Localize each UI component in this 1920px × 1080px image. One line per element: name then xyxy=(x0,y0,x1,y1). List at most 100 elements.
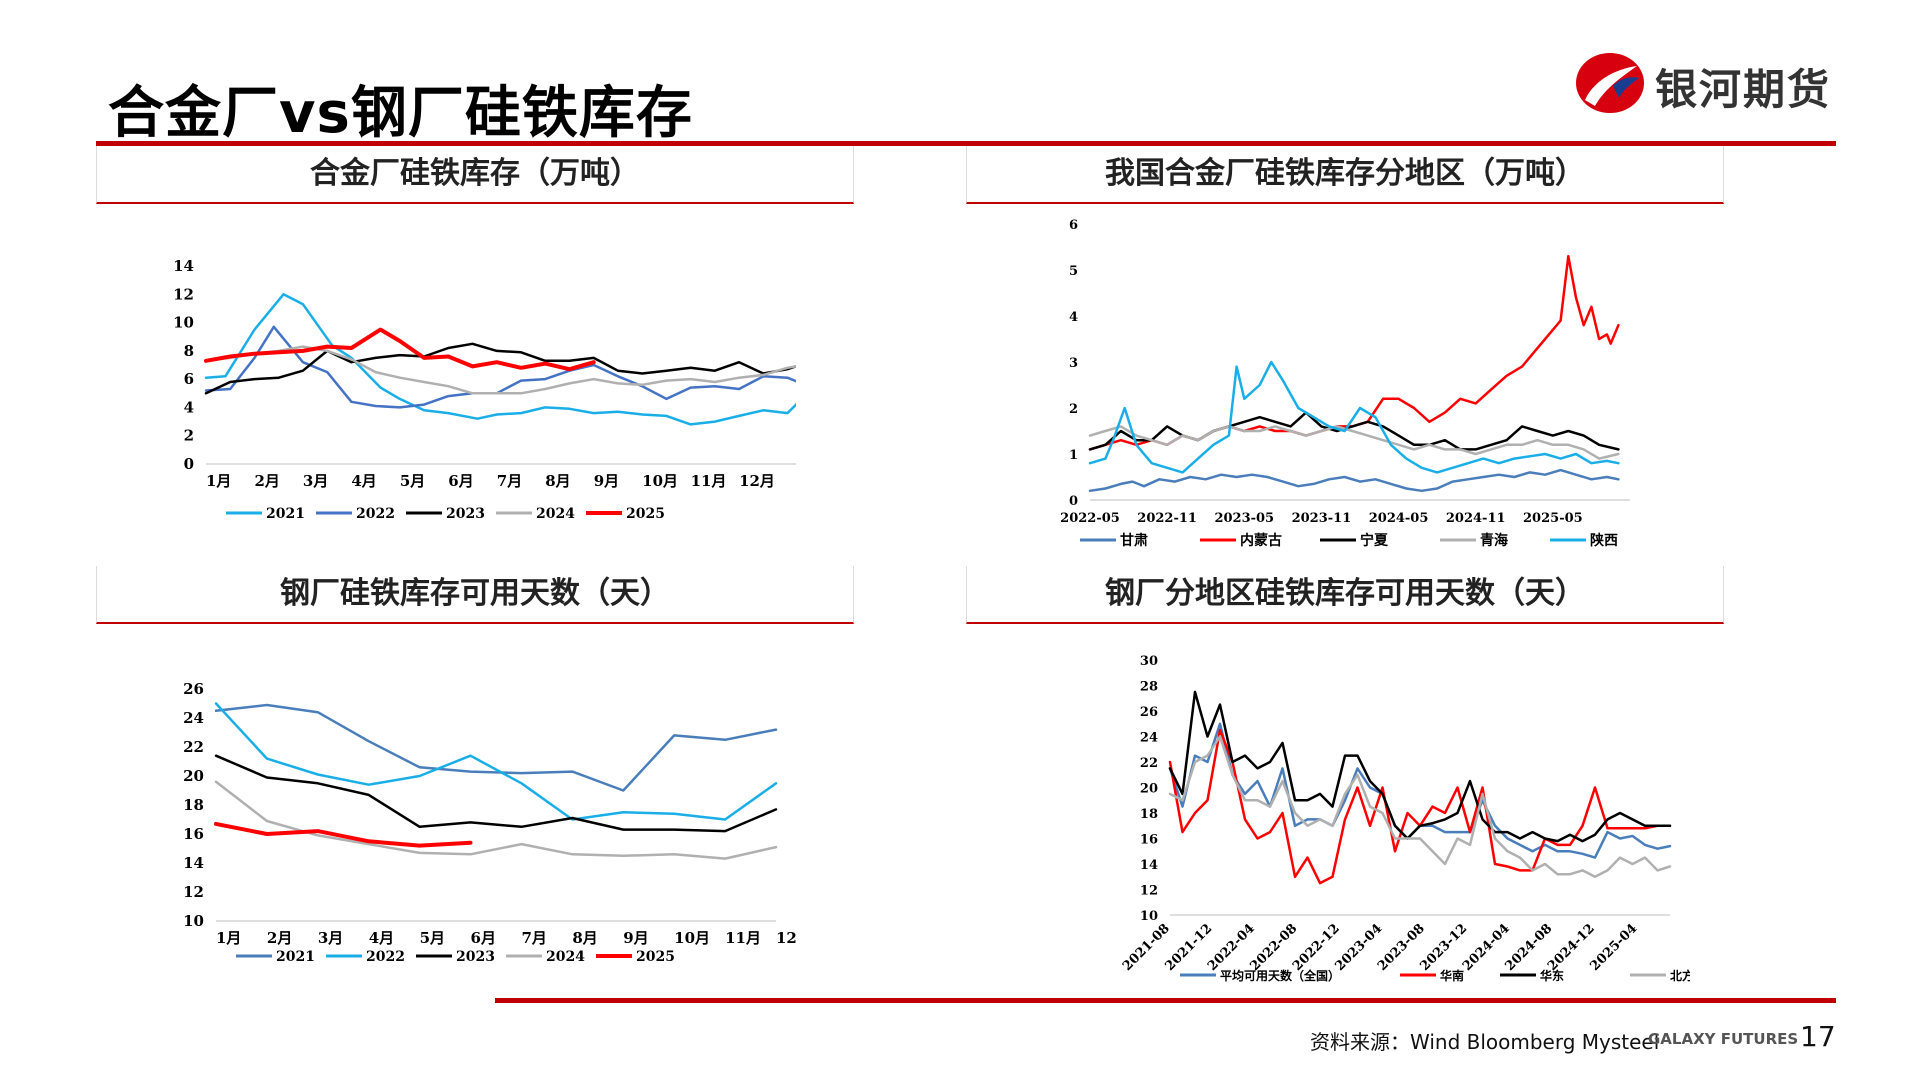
x-tick-label: 2023-05 xyxy=(1214,511,1274,526)
title-underline xyxy=(96,141,1836,146)
y-tick-label: 4 xyxy=(1069,310,1078,325)
x-tick-label: 2月 xyxy=(267,929,292,947)
legend-label: 2024 xyxy=(536,506,575,522)
y-tick-label: 2 xyxy=(184,427,194,445)
series-line-2021 xyxy=(214,703,778,792)
x-tick-label: 11月 xyxy=(691,472,727,490)
x-tick-label: 10月 xyxy=(642,472,678,490)
x-tick-label: 6月 xyxy=(471,929,496,947)
x-tick-label: 3月 xyxy=(318,929,343,947)
y-tick-label: 30 xyxy=(1140,654,1158,669)
y-tick-label: 20 xyxy=(183,767,204,785)
x-tick-label: 7月 xyxy=(521,929,546,947)
series-line-2021 xyxy=(204,293,796,426)
y-tick-label: 0 xyxy=(184,455,194,473)
x-tick-label: 2023-11 xyxy=(1292,511,1352,526)
y-tick-label: 16 xyxy=(1140,833,1158,848)
x-tick-label: 7月 xyxy=(497,472,522,490)
series-line-青海 xyxy=(1088,425,1620,460)
legend-label: 青海 xyxy=(1480,532,1508,549)
legend-label: 2023 xyxy=(456,949,495,965)
series-line-宁夏 xyxy=(1088,411,1620,451)
source-note: 资料来源：Wind Bloomberg Mysteel xyxy=(1310,1030,1660,1054)
y-tick-label: 24 xyxy=(183,709,204,727)
x-tick-label: 2024-05 xyxy=(1369,511,1429,526)
y-tick-label: 14 xyxy=(1140,858,1158,873)
x-tick-label: 2022-11 xyxy=(1137,511,1197,526)
x-tick-label: 1月 xyxy=(206,472,231,490)
series-line-甘肃 xyxy=(1088,468,1620,493)
legend-label: 内蒙古 xyxy=(1240,532,1282,549)
y-tick-label: 10 xyxy=(183,912,204,930)
x-tick-label: 6月 xyxy=(448,472,473,490)
x-tick-label: 8月 xyxy=(545,472,570,490)
legend-label: 2025 xyxy=(636,949,675,965)
series-line-2022 xyxy=(204,325,796,409)
y-tick-label: 28 xyxy=(1140,680,1158,695)
page-title: 合金厂vs钢厂硅铁库存 xyxy=(108,81,693,146)
series-line-2023 xyxy=(204,342,796,395)
legend-label: 华东 xyxy=(1540,968,1564,983)
x-tick-label: 5月 xyxy=(400,472,425,490)
legend-label: 2023 xyxy=(446,506,485,522)
x-tick-label: 12月 xyxy=(776,929,796,947)
y-tick-label: 22 xyxy=(1140,756,1158,771)
y-tick-label: 12 xyxy=(183,883,204,901)
y-tick-label: 2 xyxy=(1069,402,1078,417)
y-tick-label: 16 xyxy=(183,825,204,843)
legend-label: 2025 xyxy=(626,506,665,522)
series-line-2022 xyxy=(214,702,778,821)
panel-title-4: 钢厂分地区硅铁库存可用天数（天） xyxy=(966,566,1724,624)
x-tick-label: 9月 xyxy=(594,472,619,490)
y-tick-label: 0 xyxy=(1069,494,1078,509)
series-line-2025 xyxy=(214,821,473,848)
legend-label: 甘肃 xyxy=(1120,532,1148,549)
y-tick-label: 14 xyxy=(173,257,194,275)
legend-label: 2022 xyxy=(366,949,405,965)
y-tick-label: 22 xyxy=(183,738,204,756)
x-tick-label: 9月 xyxy=(623,929,648,947)
x-tick-label: 2025-05 xyxy=(1523,511,1583,526)
y-tick-label: 10 xyxy=(173,314,194,332)
y-tick-label: 26 xyxy=(183,680,204,698)
y-tick-label: 10 xyxy=(1140,909,1158,924)
legend-label: 2022 xyxy=(356,506,395,522)
x-tick-label: 2024-11 xyxy=(1446,511,1506,526)
y-tick-label: 20 xyxy=(1140,782,1158,797)
series-line-北方 xyxy=(1168,735,1672,879)
y-tick-label: 1 xyxy=(1069,448,1078,463)
y-tick-label: 24 xyxy=(1140,731,1158,746)
y-tick-label: 6 xyxy=(1069,218,1078,233)
series-line-内蒙古 xyxy=(1088,254,1620,451)
footer-brand: GALAXY FUTURES xyxy=(1648,1030,1799,1048)
legend-label: 2021 xyxy=(266,506,305,522)
x-tick-label: 11月 xyxy=(725,929,761,947)
x-tick-label: 8月 xyxy=(572,929,597,947)
legend-label: 华南 xyxy=(1440,968,1464,983)
y-tick-label: 26 xyxy=(1140,705,1158,720)
legend-label: 平均可用天数（全国） xyxy=(1220,968,1340,983)
series-line-华南 xyxy=(1168,728,1672,885)
chart-steel-plant-inventory-days-by-region: 10121416182022242628302021-082021-122022… xyxy=(1120,654,1690,983)
series-line-2025 xyxy=(204,327,596,372)
page-number: 17 xyxy=(1800,1020,1836,1053)
y-tick-label: 18 xyxy=(183,796,204,814)
x-tick-label: 2025-04 xyxy=(1588,921,1641,974)
y-tick-label: 18 xyxy=(1140,807,1158,822)
panel-title-3: 钢厂硅铁库存可用天数（天） xyxy=(96,566,854,624)
footer-rule xyxy=(495,998,1836,1003)
x-tick-label: 4月 xyxy=(351,472,376,490)
y-tick-label: 5 xyxy=(1069,264,1078,279)
x-tick-label: 10月 xyxy=(674,929,710,947)
x-tick-label: 1月 xyxy=(216,929,241,947)
y-tick-label: 14 xyxy=(183,854,204,872)
legend-label: 2021 xyxy=(276,949,315,965)
y-tick-label: 8 xyxy=(184,342,194,360)
chart-alloy-plant-inventory-by-region: 0 1 2 3 4 5 6 2022-05 2022-11 2023-05 2023-11 2024-… xyxy=(1060,218,1630,549)
legend-label: 2024 xyxy=(546,949,585,965)
galaxy-logo-icon xyxy=(1576,53,1644,113)
y-tick-label: 3 xyxy=(1069,356,1078,371)
series-line-2023 xyxy=(214,754,778,833)
x-tick-label: 4月 xyxy=(369,929,394,947)
